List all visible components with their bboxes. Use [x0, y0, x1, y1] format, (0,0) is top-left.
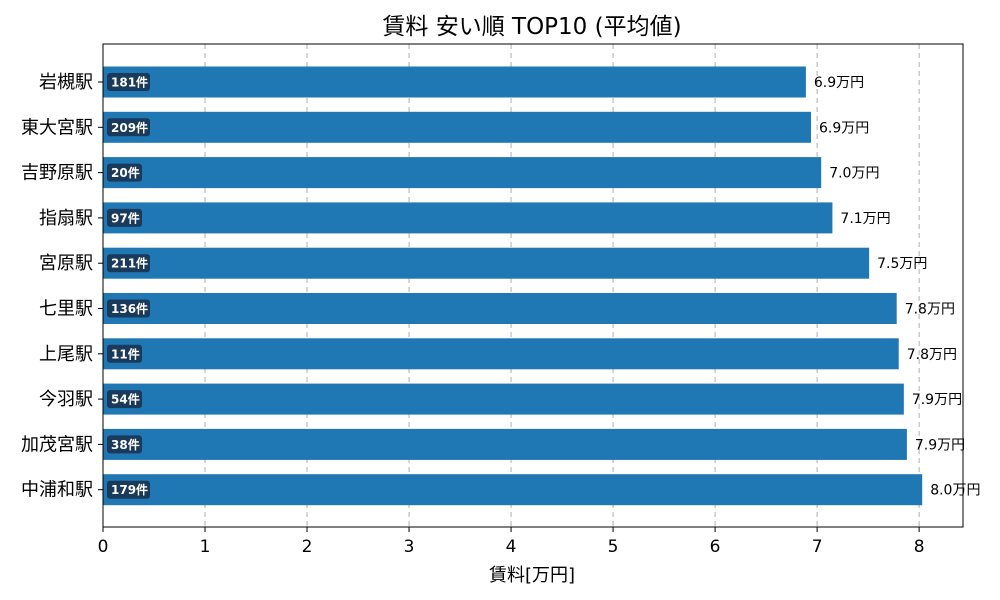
bar	[103, 247, 870, 279]
value-label: 7.1万円	[840, 211, 890, 227]
count-badge	[107, 73, 150, 91]
bar	[103, 428, 907, 460]
plot-area-frame	[102, 43, 964, 528]
category-label: 中浦和駅	[21, 480, 93, 501]
category-label: 加茂宮駅	[21, 434, 93, 455]
count-badges: 181件 209件 20件 97件 211件 136件 11件 54件 38件 179件	[107, 73, 150, 499]
count-badge	[107, 118, 150, 137]
value-label: 7.0万円	[829, 166, 879, 182]
count-badge	[107, 435, 142, 454]
category-label: 七里駅	[39, 299, 93, 320]
x-tick-label: 6	[710, 537, 721, 557]
count-badge	[107, 163, 142, 182]
count-label: 179件	[111, 482, 148, 497]
x-tick-label: 5	[608, 537, 619, 557]
category-label: 宮原駅	[39, 253, 93, 274]
bar	[103, 293, 897, 324]
x-tick-label: 4	[506, 537, 517, 557]
count-badge	[107, 254, 150, 273]
category-label: 吉野原駅	[21, 163, 93, 184]
value-label: 7.8万円	[905, 302, 955, 318]
x-tick-label: 2	[302, 537, 313, 557]
bar	[103, 157, 822, 189]
count-label: 181件	[111, 75, 148, 90]
x-tick-label: 7	[812, 537, 823, 557]
x-tick-labels: 0 1 2 3 4 5 6 7 8	[98, 527, 925, 557]
bar	[103, 474, 923, 506]
value-label: 7.5万円	[877, 256, 927, 272]
bars	[103, 66, 923, 506]
bar	[103, 338, 899, 370]
x-tick-label: 3	[404, 537, 415, 557]
bar	[103, 202, 833, 234]
bar	[103, 66, 806, 98]
count-badge	[107, 344, 142, 363]
count-label: 38件	[111, 437, 140, 452]
value-label: 6.9万円	[814, 75, 864, 91]
bar	[103, 111, 811, 143]
count-label: 211件	[111, 256, 148, 271]
count-badge	[107, 299, 150, 318]
category-label: 岩槻駅	[39, 72, 93, 93]
category-label: 今羽駅	[39, 389, 93, 410]
bar	[103, 383, 904, 415]
category-label: 指扇駅	[39, 208, 93, 229]
chart-title: 賃料 安い順 TOP10 (平均値)	[382, 14, 681, 40]
count-label: 11件	[111, 346, 140, 361]
value-label: 7.9万円	[912, 392, 962, 408]
count-badge	[107, 480, 150, 499]
value-label: 6.9万円	[819, 120, 869, 136]
count-label: 54件	[111, 392, 140, 407]
value-label: 8.0万円	[930, 483, 980, 499]
count-badge	[107, 208, 142, 227]
value-label: 7.8万円	[907, 347, 957, 363]
x-axis-label: 賃料[万円]	[489, 565, 575, 586]
value-label: 7.9万円	[915, 437, 965, 453]
x-tick-label: 1	[200, 537, 211, 557]
count-label: 209件	[111, 120, 148, 135]
x-tick-label: 8	[914, 537, 925, 557]
category-label: 東大宮駅	[21, 117, 93, 138]
count-badge	[107, 390, 142, 409]
value-labels: 6.9万円 6.9万円 7.0万円 7.1万円 7.5万円 7.8万円 7.8万円 7.9万円…	[814, 75, 981, 499]
count-label: 20件	[111, 165, 140, 180]
count-label: 136件	[111, 301, 148, 316]
count-label: 97件	[111, 210, 140, 225]
category-label: 上尾駅	[39, 344, 93, 365]
x-tick-label: 0	[98, 537, 109, 557]
